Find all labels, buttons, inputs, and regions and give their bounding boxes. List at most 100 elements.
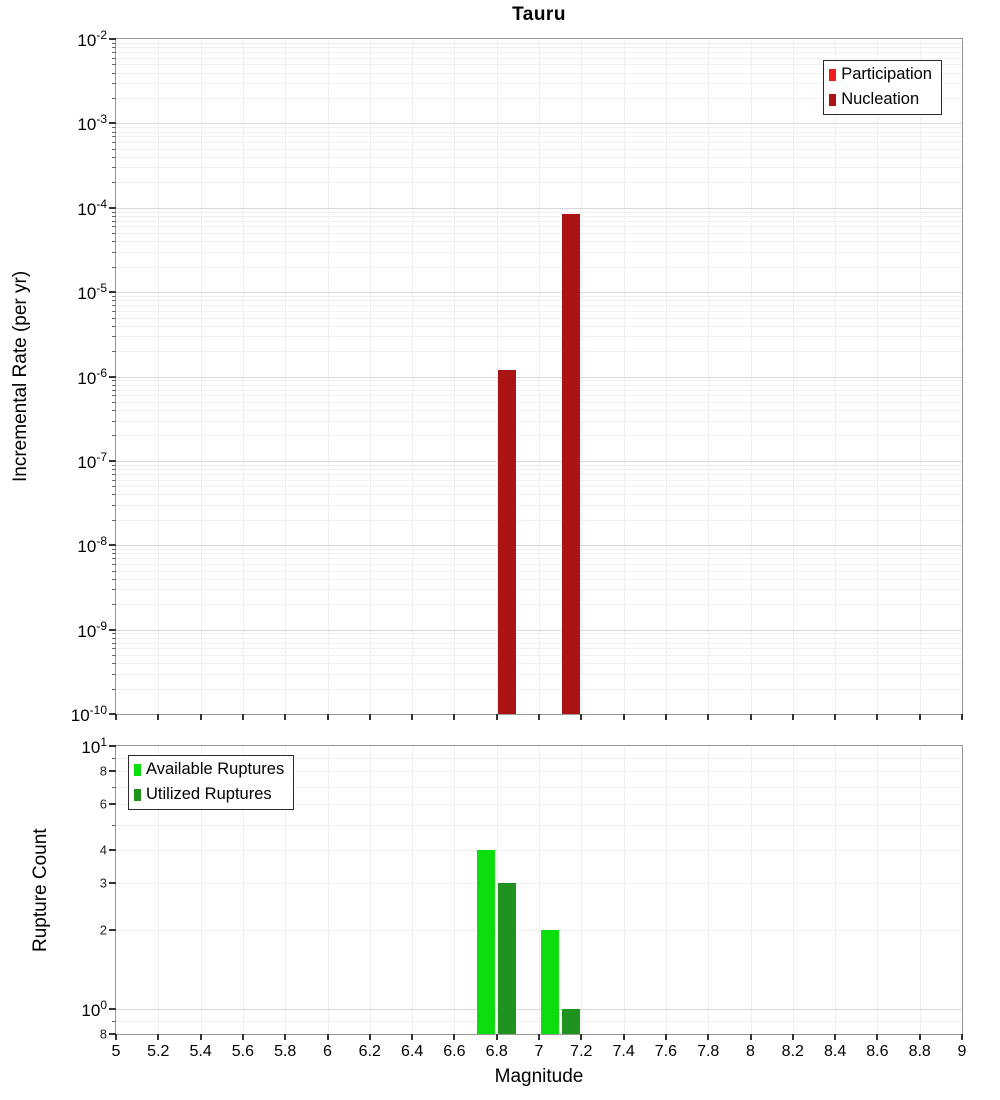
minor-tick-mark xyxy=(112,295,116,297)
gridline xyxy=(116,479,962,481)
gridline xyxy=(116,72,962,74)
y-axis-label-rupture-count: Rupture Count xyxy=(30,828,51,952)
minor-tick-mark xyxy=(112,504,116,506)
minor-tick-mark xyxy=(112,553,116,555)
minor-tick-mark xyxy=(112,131,116,133)
tick-mark xyxy=(622,714,625,720)
legend-swatch-icon xyxy=(134,763,141,776)
gridline xyxy=(116,663,962,665)
minor-tick-mark xyxy=(112,473,116,475)
tick-mark xyxy=(284,714,287,720)
bar-utilized-ruptures xyxy=(498,883,517,1034)
bar-nucleation xyxy=(561,213,580,714)
gridline xyxy=(116,688,962,690)
gridline xyxy=(116,642,962,644)
gridline xyxy=(116,83,962,85)
x-tick-label: 8.2 xyxy=(781,1043,804,1060)
legend-item: Nucleation xyxy=(829,90,932,109)
x-tick-label: 8.4 xyxy=(823,1043,847,1060)
x-tick-label: 6.8 xyxy=(485,1043,508,1060)
y-tick-label: 2 xyxy=(99,922,107,938)
minor-tick-mark xyxy=(112,663,116,665)
gridline xyxy=(116,351,962,353)
x-tick-label: 7.8 xyxy=(697,1043,720,1060)
tick-mark xyxy=(109,1033,116,1035)
minor-tick-mark xyxy=(112,226,116,228)
minor-tick-mark xyxy=(112,688,116,690)
gridline xyxy=(116,52,962,54)
legend: Participation Nucleation xyxy=(823,60,942,115)
tick-mark xyxy=(876,714,879,720)
legend: Available Ruptures Utilized Ruptures xyxy=(128,755,295,810)
tick-mark xyxy=(411,714,414,720)
gridline xyxy=(750,746,752,1034)
tick-mark xyxy=(326,1034,329,1040)
gridline xyxy=(116,292,962,294)
tick-mark xyxy=(115,1034,117,1040)
gridline xyxy=(116,401,962,403)
tick-mark xyxy=(241,714,244,720)
gridline xyxy=(116,310,962,312)
minor-tick-mark xyxy=(112,786,116,788)
tick-mark xyxy=(453,1034,456,1040)
gridline xyxy=(623,746,625,1034)
gridline xyxy=(665,746,667,1034)
minor-tick-mark xyxy=(112,167,116,169)
gridline xyxy=(116,570,962,572)
y-tick-label: 10-2 xyxy=(77,28,107,50)
minor-tick-mark xyxy=(112,633,116,635)
x-tick-label: 5.2 xyxy=(147,1043,170,1060)
gridline xyxy=(116,553,962,555)
gridline xyxy=(116,127,962,129)
minor-tick-mark xyxy=(112,549,116,551)
x-axis-label: Magnitude xyxy=(494,1066,584,1087)
y-tick-label: 100 xyxy=(81,997,107,1020)
tick-mark xyxy=(109,38,116,40)
legend-item: Utilized Ruptures xyxy=(134,785,284,804)
minor-tick-mark xyxy=(112,384,116,386)
x-tick-label: 5 xyxy=(111,1043,121,1060)
tick-mark xyxy=(749,1034,752,1040)
y-tick-label: 10-9 xyxy=(77,618,107,641)
legend-label: Utilized Ruptures xyxy=(146,785,272,803)
y-tick-label: 10-6 xyxy=(77,365,107,388)
tick-mark xyxy=(664,1034,667,1040)
gridline xyxy=(919,746,921,1034)
x-tick-label: 8 xyxy=(746,1043,755,1060)
gridline xyxy=(116,211,962,213)
tick-mark xyxy=(580,714,583,720)
y-tick-label: 10-3 xyxy=(77,112,107,135)
gridline xyxy=(116,637,962,639)
tick-mark xyxy=(368,714,371,720)
tick-mark xyxy=(326,714,329,720)
x-tick-label: 7 xyxy=(534,1043,544,1060)
minor-tick-mark xyxy=(112,233,116,235)
minor-tick-mark xyxy=(112,52,116,54)
y-tick-label: 4 xyxy=(99,842,107,858)
gridline xyxy=(116,648,962,650)
tick-mark xyxy=(664,714,667,720)
x-tick-label: 7.6 xyxy=(654,1043,678,1060)
gridline xyxy=(412,746,414,1034)
minor-tick-mark xyxy=(112,220,116,222)
y-tick-label: 8 xyxy=(99,763,107,779)
gridline xyxy=(116,300,962,302)
gridline xyxy=(116,825,962,827)
tick-mark xyxy=(157,1034,160,1040)
tick-mark xyxy=(495,714,498,720)
gridline xyxy=(496,746,498,1034)
gridline xyxy=(116,633,962,635)
gridline xyxy=(116,167,962,169)
y-tick-label: 101 xyxy=(81,735,107,757)
gridline xyxy=(116,226,962,228)
legend-swatch-icon xyxy=(829,93,837,106)
tick-mark xyxy=(109,544,116,547)
gridline xyxy=(116,786,962,788)
gridline xyxy=(116,42,962,44)
tick-mark xyxy=(707,714,710,720)
x-tick-label: 9 xyxy=(957,1043,967,1060)
minor-tick-mark xyxy=(112,148,116,150)
minor-tick-mark xyxy=(112,57,116,59)
gridline xyxy=(116,545,962,547)
gridline xyxy=(708,746,710,1034)
